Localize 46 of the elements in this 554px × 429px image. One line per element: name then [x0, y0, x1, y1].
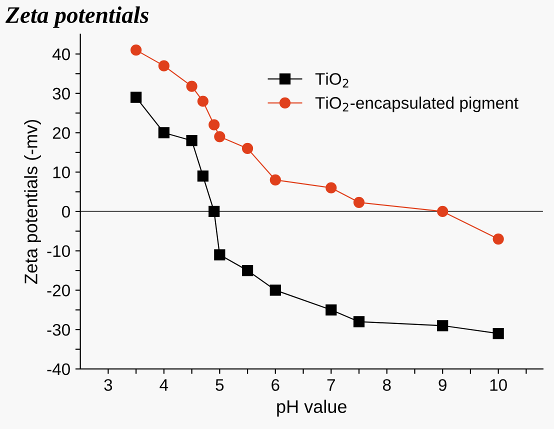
x-axis-title: pH value	[277, 400, 346, 417]
point	[492, 328, 504, 340]
y-tick-label: -30	[47, 324, 70, 336]
x-tick-label: 3	[104, 379, 112, 391]
point	[326, 304, 337, 316]
point	[186, 135, 198, 146]
point	[214, 131, 226, 142]
x-tick-label: 9	[438, 379, 446, 391]
chart-title: Zeta potentials	[5, 6, 148, 28]
x-tick-label: 8	[382, 379, 391, 391]
point	[353, 196, 365, 208]
point	[208, 119, 220, 130]
y-tick-label: -10	[47, 245, 70, 258]
point	[158, 60, 170, 72]
legend-label: TiO$_{2}$	[315, 72, 348, 88]
y-tick-label: -40	[47, 363, 70, 376]
point	[242, 264, 254, 276]
x-tick-label: 10	[490, 379, 507, 391]
x-tick-label: 5	[216, 379, 224, 391]
point	[186, 80, 198, 92]
legend-label: TiO$_{2}$-encapsulated pigment	[315, 96, 518, 112]
point	[208, 206, 220, 218]
point	[492, 233, 504, 245]
x-tick-label: 4	[160, 379, 168, 391]
y-tick-label: 20	[52, 127, 70, 139]
y-tick-label: -20	[47, 284, 70, 296]
y-tick-label: 0	[62, 206, 70, 218]
x-tick-label: 7	[327, 379, 335, 391]
point	[197, 170, 208, 182]
point	[353, 316, 365, 328]
point	[158, 127, 170, 138]
point	[130, 44, 142, 56]
point	[270, 284, 281, 296]
y-tick-label: 30	[52, 88, 70, 100]
point	[437, 320, 448, 332]
point	[242, 142, 254, 154]
x-tick-label: 6	[272, 379, 280, 391]
point	[130, 92, 142, 103]
point	[437, 206, 448, 218]
point	[326, 182, 337, 194]
y-axis-title: Zeta potentials (-mv)	[24, 120, 41, 284]
point	[270, 174, 281, 186]
point	[214, 249, 226, 260]
y-tick-label: 10	[53, 166, 70, 178]
y-tick-label: 40	[52, 48, 70, 60]
point	[197, 96, 208, 107]
